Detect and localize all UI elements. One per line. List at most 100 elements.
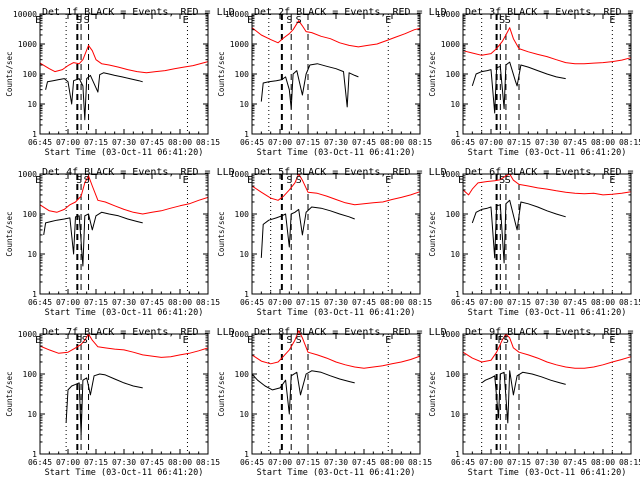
y-tick-label: 10 [239,250,249,259]
x-tick-label: 07:30 [112,298,136,307]
series-line-lld [39,44,209,74]
y-axis-label: Counts/sec [217,211,226,256]
y-tick-label: 1 [32,290,37,299]
x-axis-label: Start Time (03-Oct-11 06:41:20) [468,468,627,478]
y-axis-label: Counts/sec [5,51,14,96]
x-tick-label: 07:45 [563,458,587,467]
detector-panel: Det 8f BLACK = Events, RED = LLD 1 10 100 10… [217,327,447,478]
x-tick-label: 07:00 [56,138,80,147]
y-tick-label: 10 [239,100,249,109]
panel-title: Det 1f BLACK = Events, RED = LLD [42,7,235,18]
x-tick-label: 06:45 [451,458,475,467]
x-tick-label: 06:45 [28,138,52,147]
y-axis-label: Counts/sec [428,211,437,256]
panel-title: Det 6f BLACK = Events, RED = LLD [465,167,640,178]
x-tick-label: 07:00 [268,458,292,467]
x-tick-label: 07:15 [507,298,531,307]
x-tick-label: 07:30 [112,458,136,467]
event-marker-label: E [183,175,189,186]
y-axis-label: Counts/sec [428,51,437,96]
x-tick-label: 08:00 [168,138,192,147]
y-axis-label: Counts/sec [217,371,226,416]
event-marker-label: E [609,175,615,186]
x-tick-label: 07:00 [479,458,503,467]
detector-panel: Det 3f BLACK = Events, RED = LLD 1 10 100 10… [428,7,640,158]
x-tick-label: 07:00 [56,458,80,467]
plot-frame [39,13,209,135]
x-tick-label: 07:45 [352,298,376,307]
x-tick-label: 08:15 [408,298,432,307]
y-tick-label: 10000 [13,10,37,19]
event-marker-label: S [286,15,292,26]
x-axis-label: Start Time (03-Oct-11 06:41:20) [468,148,627,158]
x-axis-label: Start Time (03-Oct-11 06:41:20) [468,308,627,318]
plot-frame [251,13,421,135]
y-axis-label: Counts/sec [428,371,437,416]
x-tick-label: 07:45 [140,458,164,467]
y-tick-label: 10 [450,100,460,109]
y-tick-label: 100 [235,370,250,379]
event-marker-label: E [609,335,615,346]
x-tick-label: 08:00 [380,138,404,147]
series-line-lld [462,27,632,65]
y-tick-label: 1000 [230,40,249,49]
panel-title: Det 2f BLACK = Events, RED = LLD [254,7,447,18]
y-tick-label: 1 [244,450,249,459]
detector-panel: Det 4f BLACK = Events, RED = LLD 1 10 100 10… [5,167,235,318]
x-tick-label: 08:15 [619,138,640,147]
event-marker-label: E [247,175,253,186]
x-tick-label: 07:15 [507,458,531,467]
detector-panel: Det 5f BLACK = Events, RED = LLD 1 10 100 10… [217,167,447,318]
series-line-lld [251,173,421,206]
y-tick-label: 100 [446,70,461,79]
series-line-lld [462,173,632,196]
panel-title: Det 7f BLACK = Events, RED = LLD [42,327,235,338]
y-tick-label: 100 [235,210,250,219]
y-tick-label: 100 [23,210,38,219]
x-tick-label: 07:30 [324,458,348,467]
x-tick-label: 08:00 [380,298,404,307]
series-line-events [45,72,143,121]
x-tick-label: 07:15 [84,458,108,467]
y-tick-label: 1000 [230,330,249,339]
y-tick-label: 10 [27,100,37,109]
y-tick-label: 1 [32,450,37,459]
y-tick-label: 10 [239,410,249,419]
y-tick-label: 1 [244,130,249,139]
x-tick-label: 08:00 [591,138,615,147]
detector-panel: Det 1f BLACK = Events, RED = LLD 1 10 100 10… [5,7,235,158]
y-tick-label: 10 [27,410,37,419]
event-marker-label: S [76,15,82,26]
x-tick-label: 08:15 [619,298,640,307]
series-line-events [481,370,566,424]
x-tick-label: 06:45 [240,458,264,467]
x-tick-label: 07:15 [296,298,320,307]
event-marker-label: S [505,175,511,186]
y-axis-label: Counts/sec [217,51,226,96]
y-axis-label: Counts/sec [5,211,14,256]
x-axis-label: Start Time (03-Oct-11 06:41:20) [257,308,416,318]
x-tick-label: 07:30 [324,298,348,307]
x-tick-label: 07:30 [535,298,559,307]
y-tick-label: 10 [27,250,37,259]
series-line-events [43,211,143,267]
event-marker-label: S [296,335,302,346]
x-tick-label: 07:00 [479,138,503,147]
event-marker-label: S [82,335,88,346]
x-tick-label: 07:45 [352,458,376,467]
x-tick-label: 07:45 [140,298,164,307]
y-tick-label: 1000 [18,40,37,49]
x-tick-label: 07:30 [535,458,559,467]
detector-panel: Det 2f BLACK = Events, RED = LLD 1 10 100 10… [217,7,447,158]
series-line-events [65,373,143,436]
x-tick-label: 08:15 [408,138,432,147]
x-tick-label: 07:45 [140,138,164,147]
series-line-lld [39,175,209,215]
x-axis-label: Start Time (03-Oct-11 06:41:20) [257,468,416,478]
event-marker-label: S [84,175,90,186]
event-marker-label: S [503,335,509,346]
x-tick-label: 06:45 [28,298,52,307]
event-marker-label: S [84,15,90,26]
plot-frame [251,333,421,455]
